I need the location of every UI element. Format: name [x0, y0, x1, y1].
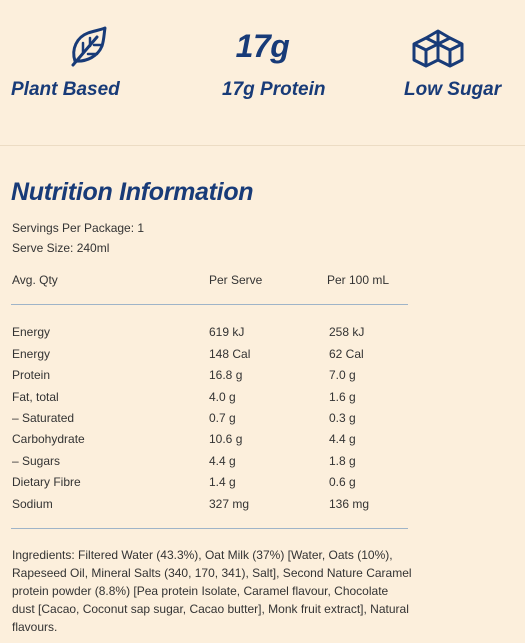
per-100ml-value: 136 mg [329, 497, 370, 511]
per-100ml-value: 1.6 g [329, 390, 356, 404]
cubes-icon [350, 24, 525, 68]
feature-label: Plant Based [11, 79, 120, 100]
feature-label: Low Sugar [404, 79, 502, 100]
column-header-avg-qty: Avg. Qty [12, 273, 58, 287]
per-serve-value: 619 kJ [209, 325, 245, 339]
table-row: Dietary Fibre 1.4 g 0.6 g [0, 475, 525, 497]
nutrient-name: Energy [12, 325, 51, 339]
table-row: Energy 148 Cal 62 Cal [0, 347, 525, 369]
nutrient-name: Energy [12, 347, 51, 361]
divider [0, 145, 525, 146]
table-row: Carbohydrate 10.6 g 4.4 g [0, 432, 525, 454]
servings-per-package: Servings Per Package: 1 [12, 221, 145, 235]
per-serve-value: 10.6 g [209, 432, 243, 446]
per-100ml-value: 0.3 g [329, 411, 356, 425]
table-row: – Sugars 4.4 g 1.8 g [0, 454, 525, 476]
nutrient-name: Protein [12, 368, 51, 382]
per-serve-value: 0.7 g [209, 411, 236, 425]
nutrient-name: Fat, total [12, 390, 59, 404]
table-row: Sodium 327 mg 136 mg [0, 497, 525, 519]
per-serve-value: 4.0 g [209, 390, 236, 404]
table-row: – Saturated 0.7 g 0.3 g [0, 411, 525, 433]
per-serve-value: 16.8 g [209, 368, 243, 382]
per-100ml-value: 0.6 g [329, 475, 356, 489]
table-rule [11, 304, 408, 305]
nutrition-title: Nutrition Information [11, 178, 254, 206]
feature-label: 17g Protein [222, 79, 326, 100]
table-row: Fat, total 4.0 g 1.6 g [0, 390, 525, 412]
per-100ml-value: 4.4 g [329, 432, 356, 446]
serve-size: Serve Size: 240ml [12, 241, 110, 255]
column-header-per-serve: Per Serve [209, 273, 263, 287]
per-100ml-value: 7.0 g [329, 368, 356, 382]
per-serve-value: 327 mg [209, 497, 250, 511]
table-row: Protein 16.8 g 7.0 g [0, 368, 525, 390]
nutrient-name: Dietary Fibre [12, 475, 81, 489]
nutrient-name: Sodium [12, 497, 53, 511]
protein-amount: 17g [235, 28, 290, 64]
per-100ml-value: 258 kJ [329, 325, 365, 339]
per-serve-value: 148 Cal [209, 347, 251, 361]
leaf-icon [0, 24, 175, 68]
ingredients-text: Ingredients: Filtered Water (43.3%), Oat… [12, 548, 412, 634]
per-serve-value: 4.4 g [209, 454, 236, 468]
feature-highlights: Plant Based 17g 17g Protein Low Sugar [0, 0, 525, 146]
column-header-per-100ml: Per 100 mL [327, 273, 390, 287]
nutrient-name: – Sugars [12, 454, 61, 468]
table-row: Energy 619 kJ 258 kJ [0, 325, 525, 347]
per-100ml-value: 1.8 g [329, 454, 356, 468]
table-rule [11, 528, 408, 529]
per-serve-value: 1.4 g [209, 475, 236, 489]
nutrient-name: – Saturated [12, 411, 75, 425]
nutrient-name: Carbohydrate [12, 432, 85, 446]
per-100ml-value: 62 Cal [329, 347, 364, 361]
